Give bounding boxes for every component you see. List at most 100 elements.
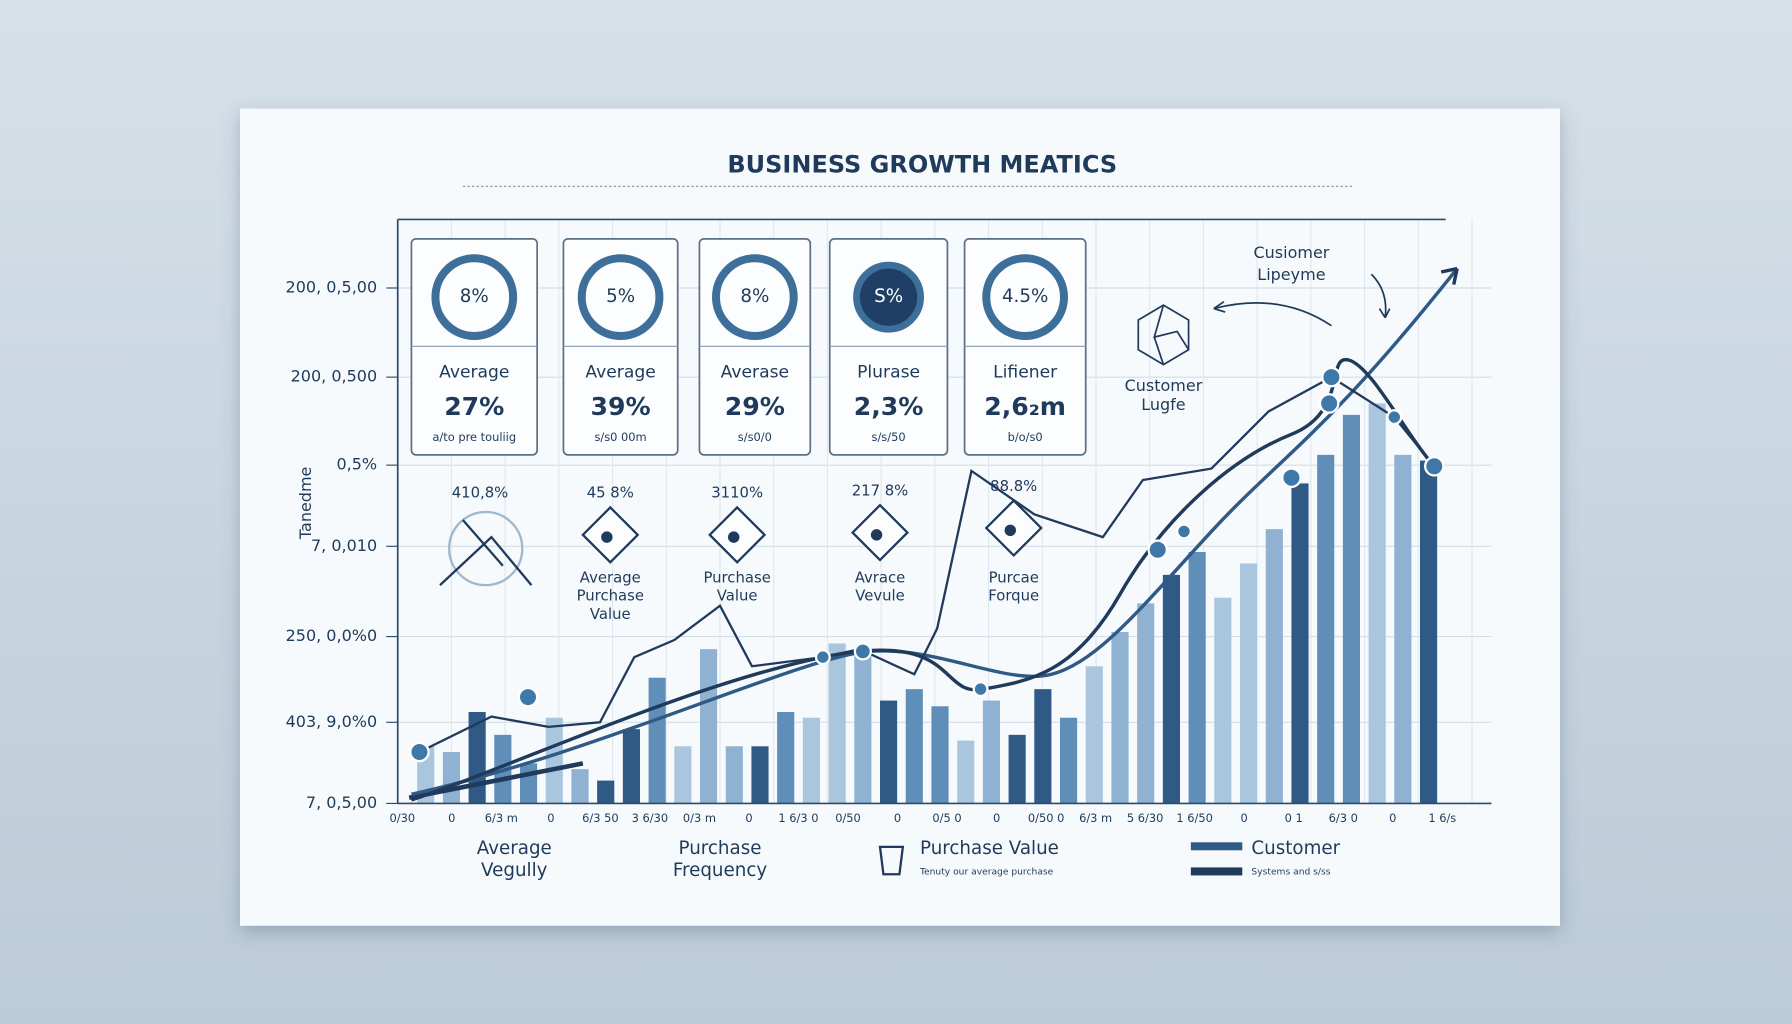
bar (1265, 529, 1283, 804)
legend-label: Customer (1251, 838, 1340, 859)
marker (1386, 409, 1403, 426)
note-arrow (1370, 273, 1391, 319)
y-tick-label: 200, 0,5,00 (286, 277, 378, 296)
bar (622, 729, 640, 804)
note-text: Cusiomer (1253, 243, 1329, 262)
card-value: 29% (725, 392, 785, 421)
bar (880, 700, 898, 804)
x-tick-label: 0 (745, 811, 752, 825)
bar (802, 717, 820, 804)
bar (957, 740, 975, 804)
legend-note: Systems and s/ss (1251, 868, 1330, 878)
card-label: Lifiener (993, 363, 1058, 383)
legend-label: Frequency (673, 860, 768, 881)
ring (711, 254, 798, 340)
callout-label: Purchase (703, 568, 770, 586)
bars (417, 403, 1438, 804)
y-axis-title: Tanedme (296, 467, 315, 540)
card-label: Averase (721, 363, 789, 383)
x-tick-label: 0/3 m (683, 811, 716, 825)
y-tick-label: 7, 0,010 (311, 536, 377, 555)
note-arrow (1213, 301, 1332, 327)
ring-label: 8% (460, 286, 489, 307)
callout-dot (601, 531, 613, 543)
x-tick-label: 5 6/30 (1127, 811, 1164, 825)
markers (409, 366, 1445, 763)
bar (751, 746, 769, 804)
card-note: a/to pre touliig (432, 430, 516, 444)
x-tick-label: 0 (1389, 811, 1396, 825)
callout-label: Avrace (855, 568, 906, 586)
ring-label: S% (874, 286, 903, 307)
callout-dot (1004, 524, 1016, 536)
x-tick-label: 6/3 m (1079, 811, 1112, 825)
ring-label: 5% (606, 286, 635, 307)
bar (1368, 403, 1386, 804)
card-note: s/s0 00m (594, 430, 646, 444)
bar (1188, 552, 1206, 804)
trend-arrow (1440, 266, 1459, 285)
x-tick-label: 6/3 0 (1329, 811, 1358, 825)
ring (431, 254, 518, 340)
marker (1321, 366, 1342, 388)
callout-value: 217 8% (852, 481, 909, 499)
callout-label: Vevule (855, 587, 905, 605)
bar (442, 752, 460, 804)
y-tick-label: 403, 9,0%0 (286, 712, 378, 731)
card-note: s/s0/0 (738, 430, 772, 444)
callout-dot (728, 531, 740, 543)
hex-edges (1153, 304, 1190, 365)
x-tick-label: 0/5 0 (932, 811, 961, 825)
x-tick-label: 1 6/3 0 (778, 811, 818, 825)
legend-label: Purchase (679, 838, 762, 859)
bar (1342, 414, 1360, 804)
bar (1085, 666, 1103, 804)
bar (854, 654, 872, 804)
card-value: 27% (444, 392, 504, 421)
x-tick-label: 0 (448, 811, 455, 825)
legend-swatch (1190, 867, 1243, 876)
trend-line (411, 267, 1459, 796)
ring-label: 4.5% (1002, 286, 1048, 307)
marker (1281, 467, 1302, 488)
callout-label: Average (580, 568, 641, 586)
card-label: Average (439, 363, 509, 383)
marker (814, 649, 831, 666)
marker (972, 681, 989, 698)
callout-label: Purcae (989, 568, 1039, 586)
x-tick-label: 6/3 50 (582, 811, 619, 825)
card-value: 39% (591, 392, 651, 421)
card-label: Average (585, 363, 655, 383)
x-tick-label: 0 (547, 811, 554, 825)
y-tick-label: 250, 0,0%0 (286, 626, 378, 645)
y-tick-label: 7, 0,5,00 (306, 793, 377, 812)
x-tick-label: 0 (1241, 811, 1248, 825)
callout-value: 410,8% (452, 484, 509, 502)
bar (1034, 689, 1052, 804)
bar (700, 649, 718, 804)
bar (931, 706, 949, 804)
x-tick-label: 0/30 (389, 811, 415, 825)
bar (1291, 483, 1309, 804)
cards: 8% Average 27% a/to pre touliig 5% Average 39%… (410, 238, 1087, 456)
marker (517, 686, 539, 708)
card-label: Plurase (857, 363, 920, 383)
bar (1214, 597, 1232, 804)
marker (1318, 393, 1340, 414)
x-tick-label: 0 1 (1285, 811, 1303, 825)
callout-label: Forque (988, 587, 1039, 605)
legend-label: Average (477, 838, 552, 859)
legend-label: Purchase Value (920, 838, 1059, 859)
x-tick-label: 0 (993, 811, 1000, 825)
callout-value: 88.8% (990, 477, 1037, 495)
x-tick-label: 0 (894, 811, 901, 825)
bar (520, 763, 538, 804)
bar (777, 712, 795, 804)
callout-label: Value (590, 605, 631, 623)
marker (853, 642, 872, 661)
ring-label: 8% (740, 286, 769, 307)
callout-label: Value (717, 587, 758, 605)
